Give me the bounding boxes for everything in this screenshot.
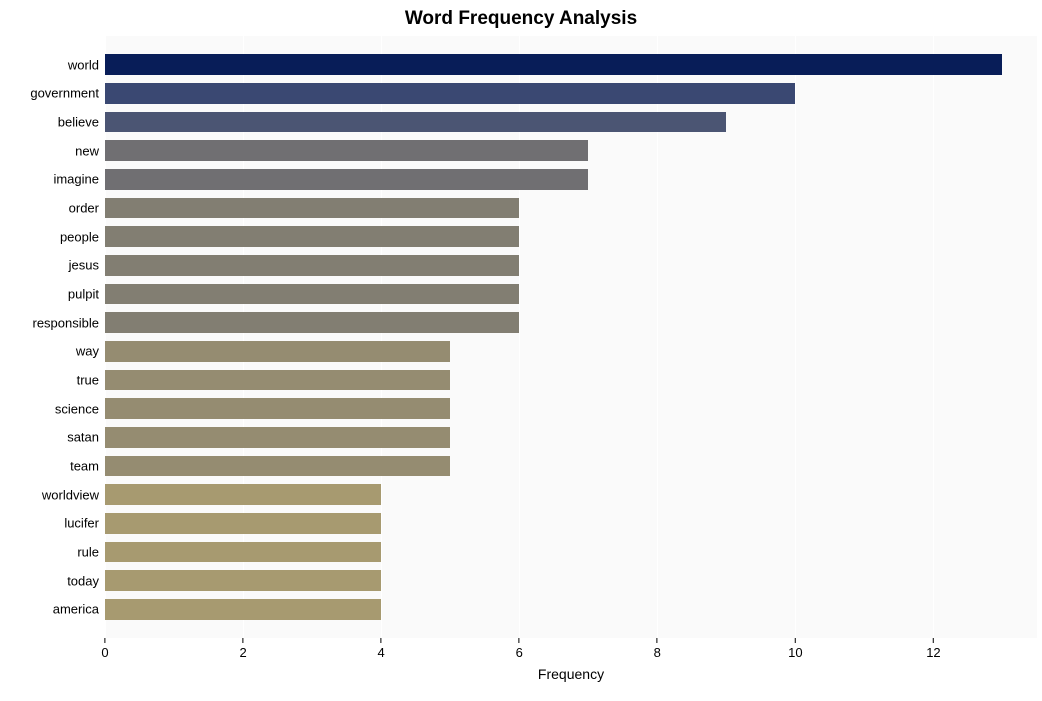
bar [105,456,450,477]
y-tick-label: america [53,602,99,617]
x-tick: 2 [239,638,246,660]
bar [105,284,519,305]
bar [105,112,726,133]
bar [105,398,450,419]
x-tick-label: 8 [654,645,661,660]
bar [105,226,519,247]
bar [105,198,519,219]
x-tick: 4 [378,638,385,660]
x-tick-label: 12 [926,645,940,660]
y-tick-label: jesus [69,258,99,273]
y-tick-label: imagine [53,172,99,187]
y-tick-label: satan [67,430,99,445]
x-tick-label: 4 [378,645,385,660]
bar [105,542,381,563]
y-tick-label: people [60,229,99,244]
y-tick-label: believe [58,115,99,130]
bar [105,83,795,104]
x-tick: 10 [788,638,802,660]
x-tick: 12 [926,638,940,660]
grid-line [795,36,796,638]
bar [105,427,450,448]
y-tick-label: order [69,201,99,216]
y-tick-label: rule [77,545,99,560]
bar [105,513,381,534]
chart-container: Word Frequency Analysis world government b… [0,0,1042,701]
x-axis-label: Frequency [105,666,1037,682]
y-tick-label: today [67,573,99,588]
chart-title: Word Frequency Analysis [0,8,1042,30]
x-tick-label: 2 [239,645,246,660]
y-tick-label: responsible [33,315,100,330]
y-tick-label: world [68,57,99,72]
x-tick-label: 0 [101,645,108,660]
y-tick-label: lucifer [64,516,99,531]
x-tick: 8 [654,638,661,660]
bar [105,140,588,161]
bar [105,54,1002,75]
y-tick-label: pulpit [68,287,99,302]
y-tick-label: worldview [42,487,99,502]
y-tick-label: science [55,401,99,416]
x-tick-mark [933,638,934,643]
x-tick-mark [381,638,382,643]
y-tick-label: way [76,344,99,359]
y-tick-label: new [75,143,99,158]
x-axis: 024681012 Frequency [105,638,1037,698]
x-tick-mark [243,638,244,643]
bar [105,341,450,362]
bar [105,570,381,591]
y-tick-label: team [70,459,99,474]
x-tick-mark [519,638,520,643]
grid-line [933,36,934,638]
bar [105,599,381,620]
x-tick: 0 [101,638,108,660]
bar [105,312,519,333]
y-axis: world government believe new imagine order peo… [0,36,105,638]
plot-area [105,36,1037,638]
x-tick: 6 [516,638,523,660]
y-tick-label: true [77,373,99,388]
bar [105,255,519,276]
y-tick-label: government [30,86,99,101]
x-tick-mark [657,638,658,643]
x-tick-label: 6 [516,645,523,660]
bar [105,370,450,391]
bar [105,484,381,505]
x-tick-label: 10 [788,645,802,660]
x-tick-mark [104,638,105,643]
bar [105,169,588,190]
x-tick-mark [795,638,796,643]
